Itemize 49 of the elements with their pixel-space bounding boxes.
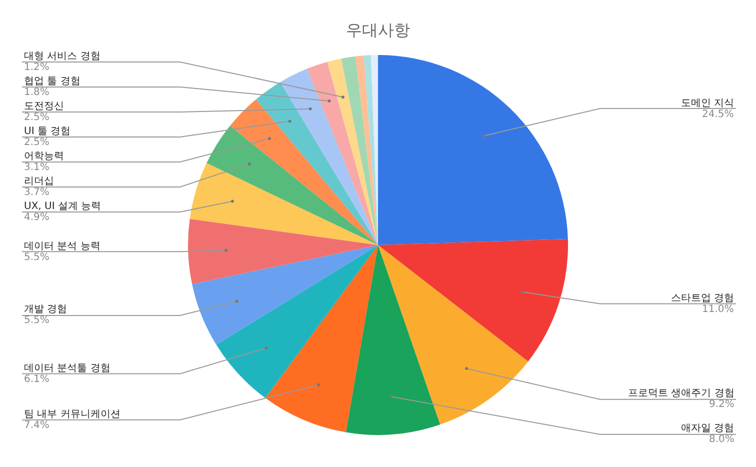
pie-slice xyxy=(230,99,378,245)
slice-label: 데이터 분석 능력 xyxy=(24,241,100,252)
chart-title: 우대사항 xyxy=(346,20,410,40)
slice-label: 프로덕트 생애주기 경험 xyxy=(628,388,734,399)
pie-slice xyxy=(280,68,378,245)
slice-label: 도전정신 xyxy=(24,101,64,112)
data-label: 11.0% xyxy=(702,304,734,315)
pie-slice xyxy=(378,55,568,245)
data-label: 8.0% xyxy=(709,434,734,445)
pie-slice xyxy=(306,62,378,245)
data-label: 2.5% xyxy=(24,112,50,123)
pie-slice xyxy=(216,245,378,398)
data-label: 1.2% xyxy=(24,62,50,73)
slice-label: 개발 경험 xyxy=(24,304,68,315)
pie-slice xyxy=(341,56,378,245)
slice-label: UX, UI 설계 능력 xyxy=(24,201,102,212)
slice-label: 리더십 xyxy=(24,176,54,187)
pie-slice xyxy=(378,245,528,425)
pie-slice xyxy=(190,163,378,245)
data-label: 3.7% xyxy=(24,187,50,198)
pie-slice xyxy=(364,55,378,245)
pie-slice xyxy=(206,126,378,245)
slice-label: 어학능력 xyxy=(24,151,64,162)
data-label: 4.9% xyxy=(24,212,50,223)
slice-label: UI 툴 경험 xyxy=(24,126,71,137)
slice-label: 애자일 경험 xyxy=(681,423,734,434)
data-label: 9.2% xyxy=(709,399,734,410)
slice-label: 도메인 지식 xyxy=(681,98,734,109)
data-label: 7.4% xyxy=(24,420,50,431)
pie-slice xyxy=(355,56,378,245)
pie-slice xyxy=(192,245,378,345)
slice-label: 팀 내부 커뮤니케이션 xyxy=(24,409,120,420)
data-label: 5.5% xyxy=(24,315,50,326)
slice-label: 협업 툴 경험 xyxy=(24,76,80,87)
pie-slice xyxy=(327,58,378,245)
data-label: 2.5% xyxy=(24,137,50,148)
data-label: 24.5% xyxy=(702,109,734,120)
data-label: 5.5% xyxy=(24,252,50,263)
data-label: 1.8% xyxy=(24,87,50,98)
pie-slice xyxy=(378,239,568,362)
pie-slice xyxy=(256,82,378,245)
slice-label: 스타트업 경험 xyxy=(671,293,734,304)
pie-slice xyxy=(188,218,378,284)
slice-label: 대형 서비스 경험 xyxy=(24,51,100,62)
pie-slice xyxy=(265,245,378,432)
data-label: 6.1% xyxy=(24,374,50,385)
pie-slice xyxy=(346,245,440,435)
data-label: 3.1% xyxy=(24,162,50,173)
slice-label: 데이터 분석툴 경험 xyxy=(24,363,110,374)
